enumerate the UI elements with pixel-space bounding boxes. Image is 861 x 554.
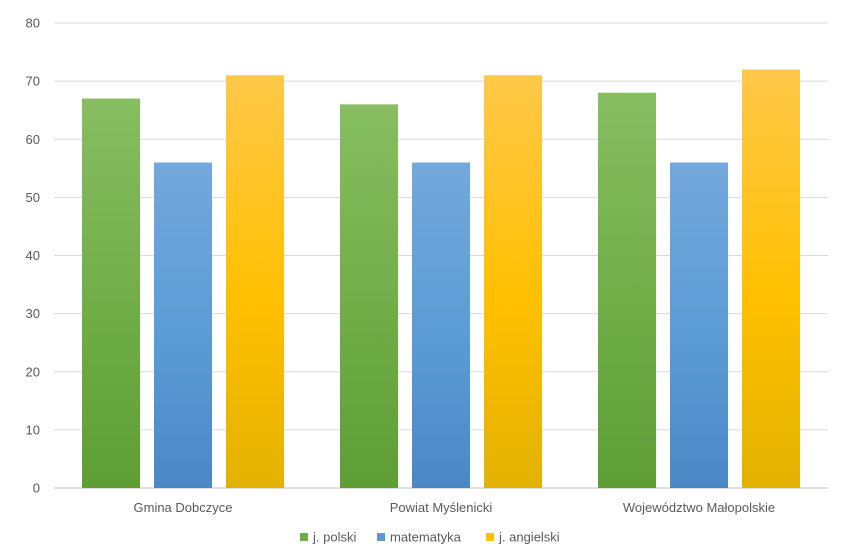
bar-j-angielski-3[interactable] xyxy=(742,69,800,489)
bar-j-polski-1[interactable] xyxy=(82,98,140,488)
bar-matematyka-1[interactable] xyxy=(154,162,212,489)
x-category-label: Gmina Dobczyce xyxy=(134,500,233,515)
legend-swatch xyxy=(486,533,494,541)
bar-matematyka-3[interactable] xyxy=(670,162,728,489)
x-category-label: Województwo Małopolskie xyxy=(623,500,775,515)
x-axis-category-labels: Gmina Dobczyce Powiat Myślenicki Województ… xyxy=(134,500,776,515)
bar-j-polski-2[interactable] xyxy=(340,104,398,488)
legend: j. polski matematyka j. angielski xyxy=(300,530,560,545)
y-tick-label: 20 xyxy=(26,364,40,379)
y-tick-label: 0 xyxy=(33,481,40,496)
legend-swatch xyxy=(300,533,308,541)
legend-label: matematyka xyxy=(390,530,462,545)
bars xyxy=(82,69,800,489)
bar-j-angielski-2[interactable] xyxy=(484,75,542,488)
y-tick-label: 60 xyxy=(26,132,40,147)
y-tick-label: 40 xyxy=(26,248,40,263)
legend-label: j. angielski xyxy=(498,530,560,545)
bar-matematyka-2[interactable] xyxy=(412,162,470,489)
bar-j-angielski-1[interactable] xyxy=(226,75,284,488)
legend-label: j. polski xyxy=(312,530,356,545)
y-tick-label: 80 xyxy=(26,16,40,31)
legend-swatch xyxy=(377,533,385,541)
y-axis-tick-labels: 0 10 20 30 40 50 60 70 80 xyxy=(26,16,40,496)
y-tick-label: 70 xyxy=(26,74,40,89)
bar-j-polski-3[interactable] xyxy=(598,92,656,488)
y-tick-label: 10 xyxy=(26,422,40,437)
y-tick-label: 50 xyxy=(26,190,40,205)
y-tick-label: 30 xyxy=(26,306,40,321)
x-category-label: Powiat Myślenicki xyxy=(390,500,493,515)
